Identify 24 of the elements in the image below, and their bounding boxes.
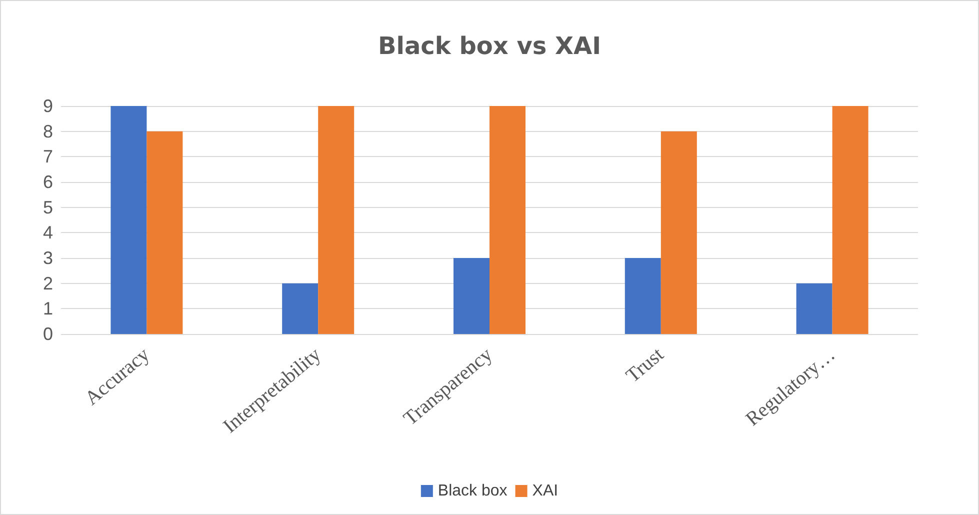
chart-title: Black box vs XAI (378, 32, 602, 60)
y-tick-label: 9 (42, 96, 53, 116)
bar (624, 258, 661, 334)
y-tick-label: 2 (42, 273, 53, 294)
legend-label: XAI (532, 482, 558, 500)
y-tick-label: 3 (42, 248, 53, 268)
y-tick-label: 5 (42, 197, 53, 218)
bar (490, 106, 526, 334)
bar (454, 258, 490, 334)
bar (796, 283, 832, 334)
bar (832, 106, 868, 334)
y-tick-label: 7 (42, 146, 53, 167)
bar (660, 131, 697, 334)
y-tick-label: 6 (42, 172, 53, 192)
y-tick-label: 8 (42, 121, 53, 142)
bar (110, 106, 147, 334)
bar (282, 283, 318, 334)
x-tick-label: Trust (622, 343, 668, 388)
legend-label: Black box (438, 482, 508, 500)
bar (146, 131, 183, 334)
y-tick-label: 4 (42, 222, 53, 243)
y-tick-label: 0 (42, 324, 53, 344)
y-tick-label: 1 (42, 298, 53, 319)
bar (318, 106, 354, 334)
